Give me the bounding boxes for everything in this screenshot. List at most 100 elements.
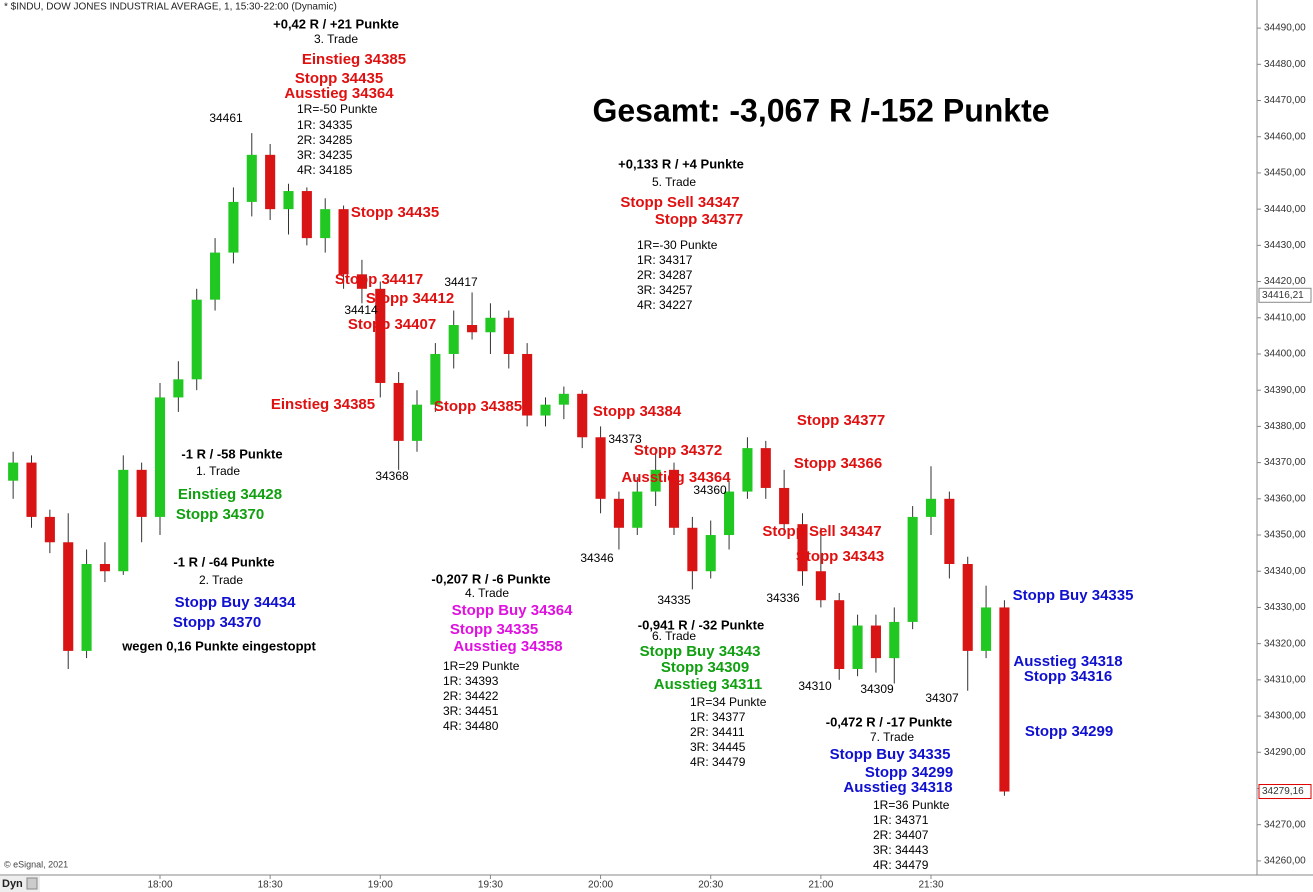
annotation: Stopp 34412 (366, 290, 454, 307)
candle-body (81, 563, 92, 651)
candle-body (925, 498, 937, 517)
annotation: 1. Trade (196, 464, 240, 478)
annotation: wegen 0,16 Punkte eingestoppt (121, 638, 316, 653)
annotation: Stopp 34316 (1024, 668, 1112, 685)
candle-body (779, 487, 790, 525)
annotation: Stopp 34370 (173, 614, 261, 631)
candle-body (393, 382, 404, 441)
candle-body (411, 404, 423, 441)
candle-body (687, 527, 698, 572)
candle-body (834, 600, 845, 669)
candle-body (8, 462, 19, 481)
annotation: Stopp 34335 (450, 621, 538, 638)
annotation: Gesamt: -3,067 R /-152 Punkte (592, 92, 1049, 128)
annotation: Stopp 34435 (295, 70, 383, 87)
annotation: 2. Trade (199, 573, 243, 587)
annotation: 34373 (608, 432, 642, 446)
price-label: 34416,21 (1262, 290, 1304, 301)
candle-body (246, 154, 257, 202)
annotation: 2R: 34287 (637, 268, 693, 282)
price-label-box (1258, 784, 1312, 800)
x-tick-label: 20:30 (698, 880, 723, 891)
annotation: Stopp 34299 (1025, 723, 1113, 740)
dyn-button-label[interactable]: Dyn (2, 878, 23, 890)
candle-body (503, 317, 514, 354)
candle-body (522, 353, 533, 416)
annotation: 3R: 34451 (443, 704, 499, 718)
x-tick-label: 19:00 (368, 880, 393, 891)
y-tick-label: 34410,00 (1264, 312, 1306, 323)
annotation: 1R=-50 Punkte (297, 102, 378, 116)
annotation: 1R: 34317 (637, 253, 693, 267)
annotation: 4R: 34479 (873, 858, 929, 872)
x-tick-label: 21:00 (808, 880, 833, 891)
annotation: Stopp Buy 34335 (1013, 587, 1134, 604)
candle-body (962, 563, 973, 651)
candle-body (485, 317, 496, 333)
y-tick-label: 34470,00 (1264, 95, 1306, 106)
annotation: 3R: 34257 (637, 283, 693, 297)
annotation: Stopp Sell 34347 (620, 194, 739, 211)
annotation: 34309 (860, 682, 894, 696)
annotation: 1R: 34371 (873, 813, 929, 827)
annotation: Einstieg 34428 (178, 486, 282, 503)
candle-body (907, 516, 918, 622)
candle-body (430, 353, 441, 405)
annotation: 3R: 34235 (297, 148, 353, 162)
y-tick-label: 34360,00 (1264, 493, 1306, 504)
annotation: 34310 (798, 679, 832, 693)
y-tick-label: 34440,00 (1264, 204, 1306, 215)
annotation: -1 R / -64 Punkte (173, 554, 274, 569)
y-tick-label: 34300,00 (1264, 711, 1306, 722)
candle-body (540, 404, 551, 416)
annotation: Stopp 34407 (348, 316, 436, 333)
annotation: 6. Trade (652, 629, 696, 643)
y-tick-label: 34260,00 (1264, 856, 1306, 867)
annotation: 2R: 34422 (443, 689, 499, 703)
annotation: Stopp 34372 (634, 442, 722, 459)
annotation: 4R: 34479 (690, 755, 746, 769)
annotation: 1R=29 Punkte (443, 659, 520, 673)
candle-body (448, 325, 459, 354)
price-label: 34279,16 (1262, 786, 1304, 797)
annotation: Ausstieg 34364 (284, 85, 394, 102)
annotation: Stopp 34417 (335, 271, 423, 288)
annotation: 2R: 34285 (297, 133, 353, 147)
candle-body (301, 191, 312, 239)
y-tick-label: 34350,00 (1264, 530, 1306, 541)
dyn-icon[interactable] (26, 877, 38, 890)
annotation: Stopp 34377 (655, 211, 743, 228)
x-tick-label: 19:30 (478, 880, 503, 891)
annotation: Ausstieg 34311 (654, 676, 762, 693)
candle-body (26, 462, 37, 517)
y-tick-label: 34430,00 (1264, 240, 1306, 251)
annotation: 34336 (766, 591, 800, 605)
annotation: 4R: 34185 (297, 163, 353, 177)
annotation: -1 R / -58 Punkte (181, 446, 282, 461)
annotation: Stopp Buy 34335 (830, 746, 951, 763)
annotation: 3R: 34443 (873, 843, 929, 857)
annotation: Einstieg 34385 (271, 396, 375, 413)
y-tick-label: 34290,00 (1264, 747, 1306, 758)
annotation: Stopp 34309 (661, 659, 749, 676)
candle-body (632, 491, 643, 528)
y-tick-label: 34330,00 (1264, 602, 1306, 613)
candle-body (999, 607, 1010, 792)
annotation: Stopp Buy 34343 (640, 643, 761, 660)
candle-body (613, 498, 624, 528)
annotation: +0,42 R / +21 Punkte (273, 16, 399, 31)
annotation: -0,472 R / -17 Punkte (826, 714, 952, 729)
x-tick-label: 18:00 (147, 880, 172, 891)
y-tick-label: 34420,00 (1264, 276, 1306, 287)
annotation: Ausstieg 34318 (843, 779, 952, 796)
candle-body (338, 209, 349, 275)
annotation: Stopp 34366 (794, 455, 882, 472)
y-tick-label: 34460,00 (1264, 131, 1306, 142)
annotation: Ausstieg 34318 (1013, 653, 1122, 670)
y-tick-label: 34370,00 (1264, 457, 1306, 468)
annotation: 1R=-30 Punkte (637, 238, 718, 252)
annotation: Stopp 34343 (796, 548, 884, 565)
candle-body (870, 625, 881, 659)
x-tick-label: 18:30 (258, 880, 283, 891)
